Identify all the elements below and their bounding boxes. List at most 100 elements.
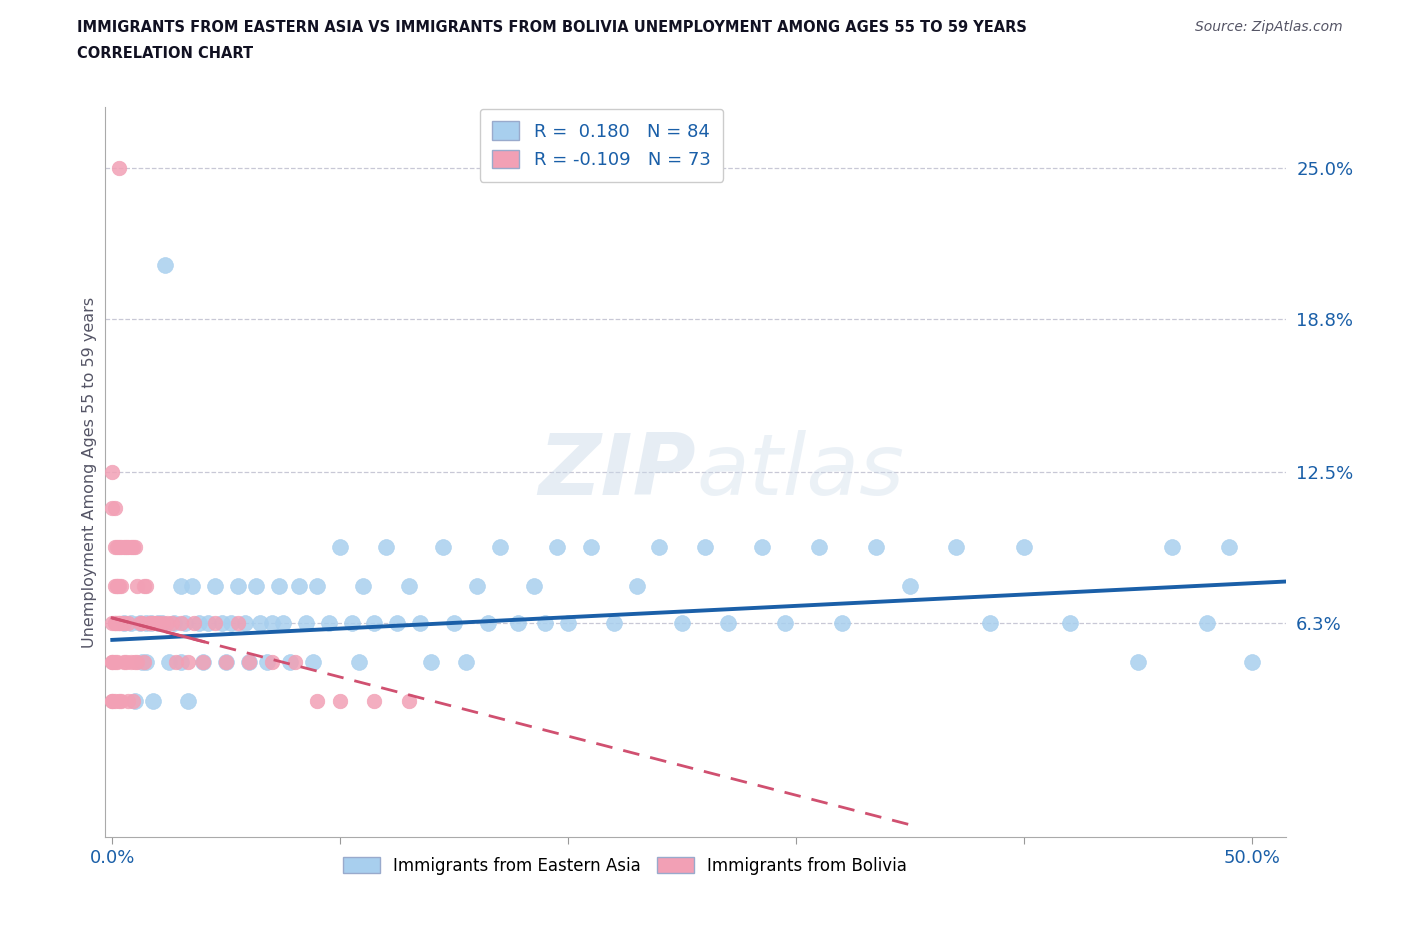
Point [101, 465, 124, 480]
Point [245, 578, 267, 593]
Point [187, 616, 209, 631]
Point [1128, 655, 1150, 670]
Point [105, 616, 128, 631]
Point [256, 655, 278, 670]
Point [865, 540, 887, 555]
Point [465, 578, 488, 593]
Point [135, 578, 157, 593]
Point [693, 540, 716, 555]
Point [626, 578, 648, 593]
Point [127, 578, 149, 593]
Point [170, 655, 193, 670]
Point [152, 616, 174, 631]
Point [152, 616, 174, 631]
Point [124, 655, 146, 670]
Point [260, 655, 283, 670]
Point [105, 540, 128, 555]
Point [142, 693, 165, 708]
Point [131, 616, 153, 631]
Point [156, 616, 179, 631]
Point [398, 693, 420, 708]
Point [1014, 540, 1036, 555]
Point [260, 616, 283, 631]
Point [302, 655, 325, 670]
Point [142, 616, 165, 631]
Point [108, 578, 131, 593]
Point [387, 616, 409, 631]
Point [1059, 616, 1081, 631]
Point [238, 655, 260, 670]
Point [603, 616, 626, 631]
Point [139, 616, 162, 631]
Point [124, 540, 146, 555]
Point [112, 540, 135, 555]
Point [271, 616, 294, 631]
Point [197, 616, 219, 631]
Point [105, 578, 128, 593]
Point [329, 540, 352, 555]
Point [110, 540, 132, 555]
Point [115, 540, 138, 555]
Point [112, 616, 135, 631]
Text: IMMIGRANTS FROM EASTERN ASIA VS IMMIGRANTS FROM BOLIVIA UNEMPLOYMENT AMONG AGES : IMMIGRANTS FROM EASTERN ASIA VS IMMIGRAN… [77, 20, 1028, 35]
Point [110, 578, 132, 593]
Point [226, 578, 249, 593]
Point [105, 655, 128, 670]
Point [145, 616, 167, 631]
Point [226, 616, 249, 631]
Point [174, 616, 197, 631]
Point [477, 616, 499, 631]
Point [117, 540, 139, 555]
Text: CORRELATION CHART: CORRELATION CHART [77, 46, 253, 61]
Point [103, 693, 125, 708]
Point [374, 540, 396, 555]
Point [534, 616, 557, 631]
Point [751, 540, 773, 555]
Point [103, 616, 125, 631]
Point [288, 578, 311, 593]
Point [120, 616, 142, 631]
Point [110, 693, 132, 708]
Point [1218, 540, 1240, 555]
Point [454, 655, 477, 670]
Point [101, 616, 124, 631]
Point [347, 655, 370, 670]
Point [318, 616, 340, 631]
Point [103, 540, 125, 555]
Point [112, 655, 135, 670]
Point [307, 693, 329, 708]
Point [101, 693, 124, 708]
Point [183, 616, 205, 631]
Point [557, 616, 579, 631]
Point [101, 693, 124, 708]
Point [211, 616, 233, 631]
Point [1195, 616, 1218, 631]
Point [115, 655, 138, 670]
Point [153, 258, 176, 272]
Point [120, 540, 142, 555]
Point [170, 616, 193, 631]
Y-axis label: Unemployment Among Ages 55 to 59 years: Unemployment Among Ages 55 to 59 years [82, 297, 97, 647]
Point [1241, 655, 1264, 670]
Text: Source: ZipAtlas.com: Source: ZipAtlas.com [1195, 20, 1343, 34]
Point [432, 540, 454, 555]
Point [898, 578, 921, 593]
Point [146, 616, 169, 631]
Point [108, 693, 131, 708]
Point [215, 655, 238, 670]
Point [979, 616, 1001, 631]
Point [101, 501, 124, 516]
Point [134, 655, 156, 670]
Point [124, 693, 146, 708]
Point [139, 616, 162, 631]
Point [112, 616, 135, 631]
Point [108, 540, 131, 555]
Point [489, 540, 512, 555]
Point [135, 655, 157, 670]
Point [420, 655, 443, 670]
Point [117, 616, 139, 631]
Point [307, 578, 329, 593]
Point [717, 616, 740, 631]
Point [165, 655, 187, 670]
Text: ZIP: ZIP [538, 431, 696, 513]
